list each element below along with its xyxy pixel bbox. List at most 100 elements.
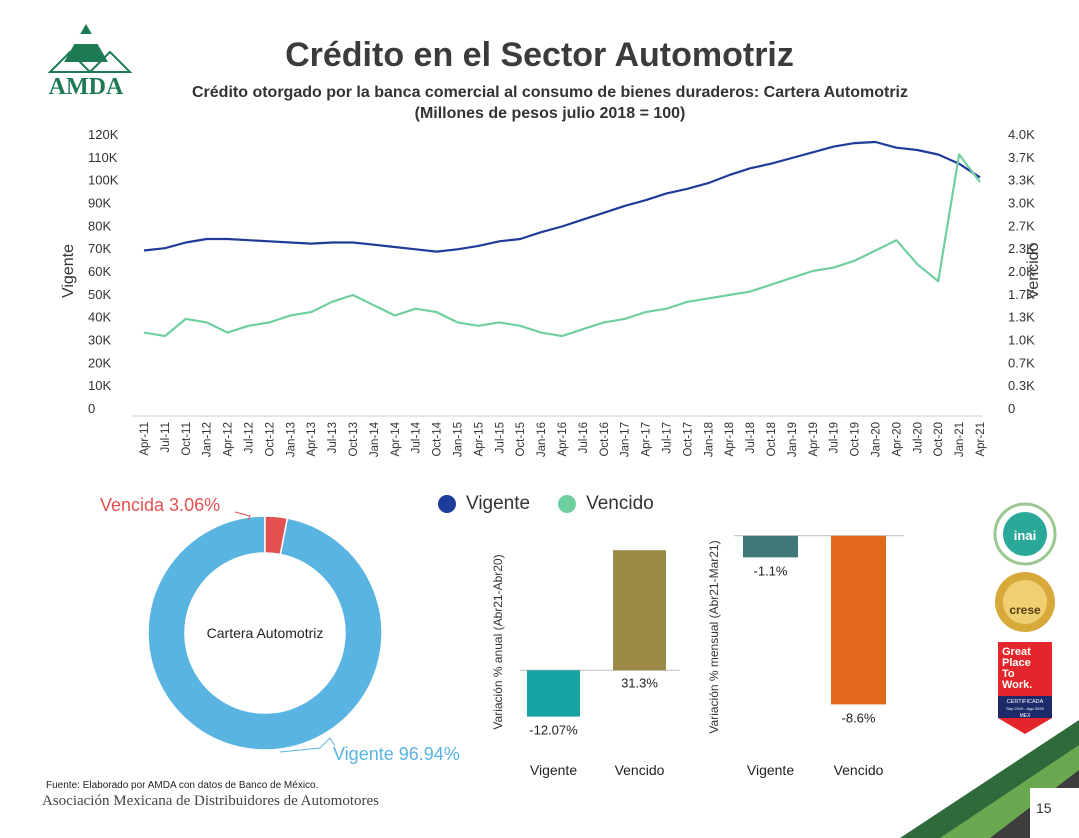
y-tick-label: 60K <box>88 264 111 279</box>
y2-tick-label: 2.3K <box>1008 241 1035 256</box>
y-tick-label: 70K <box>88 241 111 256</box>
series-line-vigente <box>143 140 981 253</box>
corner-decoration <box>900 720 1079 838</box>
y2-tick-label: 3.7K <box>1008 150 1035 165</box>
x-tick-label: Jul-16 <box>578 422 590 453</box>
donut-slice-vigente <box>147 515 383 751</box>
certification-badges: inai crese Great Place To Work. CERTIFIC… <box>993 502 1057 734</box>
source-note: Fuente: Elaborado por AMDA con datos de … <box>46 780 319 791</box>
x-tick-label: Jan-21 <box>954 422 966 457</box>
x-tick-label: Oct-16 <box>599 422 611 457</box>
y-axis-label: Vigente <box>60 244 77 298</box>
amda-logo: AMDA <box>47 24 132 100</box>
page-subtitle: Crédito otorgado por la banca comercial … <box>0 82 1079 124</box>
page-number: 15 <box>1036 800 1052 816</box>
bar-value-label: -1.1% <box>754 563 788 578</box>
inai-text: inai <box>1014 528 1036 543</box>
x-tick-label: Oct-12 <box>264 422 276 457</box>
gptw-cert: CERTIFICADA <box>1007 699 1044 705</box>
bar-value-label: -12.07% <box>529 723 578 738</box>
x-tick-label: Apr-19 <box>808 422 820 457</box>
y2-tick-label: 4.0K <box>1008 127 1035 142</box>
legend-vencido-dot <box>558 495 577 513</box>
y-axis-label: Variación % mensual (Abr21-Mar21) <box>707 540 721 733</box>
y2-tick-label: 0 <box>1008 401 1015 416</box>
category-label: Vencido <box>834 762 884 778</box>
x-tick-label: Jan-16 <box>536 422 548 457</box>
x-tick-label: Jan-18 <box>703 422 715 457</box>
legend-vigente-dot <box>438 495 456 513</box>
inai-badge: inai <box>993 502 1057 566</box>
credit-line-chart: 0 10K 20K 30K 40K 50K 60K 70K 80K 90K 100K 110K 120K… <box>60 127 1042 457</box>
y-tick-label: 40K <box>88 310 111 325</box>
x-tick-label: Jul-11 <box>160 422 172 452</box>
crese-text: crese <box>1009 603 1041 617</box>
x-tick-label: Jul-13 <box>327 422 339 453</box>
bar-vencido <box>831 535 886 705</box>
y-tick-label: 0 <box>88 401 95 416</box>
great-place-to-work-badge: Great Place To Work. CERTIFICADA Sep 201… <box>998 642 1052 734</box>
series-line-vencido <box>143 153 981 338</box>
x-tick-label: Jul-14 <box>411 421 423 453</box>
y2-axis-label: Vencido <box>1025 242 1042 299</box>
x-tick-label: Apr-16 <box>557 422 569 457</box>
monthly-variation-bar-chart: -1.1% Vigente -8.6% Vencido Variación % mens… <box>707 535 904 778</box>
y2-tick-label: 3.3K <box>1008 173 1035 188</box>
x-tick-label: Oct-18 <box>766 422 778 457</box>
y-tick-label: 80K <box>88 218 111 233</box>
x-tick-label: Oct-13 <box>348 422 360 457</box>
gptw-country: MEX <box>1020 713 1032 719</box>
y2-tick-label: 2.0K <box>1008 264 1035 279</box>
x-tick-label: Apr-15 <box>473 422 485 457</box>
x-tick-label: Apr-14 <box>390 421 402 456</box>
x-tick-label: Apr-17 <box>641 422 653 457</box>
gptw-line2: Place <box>1002 657 1031 669</box>
x-tick-label: Jan-15 <box>453 422 465 457</box>
bar-value-label: 31.3% <box>621 675 658 690</box>
y-tick-label: 10K <box>88 378 111 393</box>
y-tick-label: 50K <box>88 287 111 302</box>
y-tick-label: 90K <box>88 196 111 211</box>
y2-tick-label: 2.7K <box>1008 218 1035 233</box>
annual-variation-bar-chart: -12.07% Vigente 31.3% Vencido Variación % an… <box>491 550 680 778</box>
x-tick-label: Oct-15 <box>515 422 527 457</box>
x-tick-label: Apr-13 <box>306 422 318 457</box>
x-tick-label: Jul-20 <box>912 422 924 453</box>
page-title: Crédito en el Sector Automotriz <box>285 36 794 74</box>
y-tick-label: 100K <box>88 173 119 188</box>
x-tick-label: Jul-19 <box>829 422 841 453</box>
x-tick-label: Jul-15 <box>494 422 506 453</box>
x-tick-label: Jan-12 <box>202 422 214 457</box>
gptw-line3: To <box>1002 668 1015 680</box>
logo-text: AMDA <box>49 74 124 100</box>
y-tick-label: 110K <box>88 150 118 165</box>
donut-center-label: Cartera Automotriz <box>207 625 324 641</box>
bar-vigente <box>527 670 580 717</box>
x-tick-label: Oct-17 <box>682 422 694 457</box>
gptw-line4: Work. <box>1002 679 1032 691</box>
legend-vencido-label: Vencido <box>586 493 654 514</box>
vigente-leader-line <box>279 737 336 753</box>
x-tick-label: Jan-20 <box>871 422 883 457</box>
donut-label-vencida: Vencida 3.06% <box>100 495 220 515</box>
x-tick-label: Jan-14 <box>369 421 381 457</box>
donut-slice-vencida <box>264 515 289 556</box>
x-tick-label: Apr-18 <box>724 422 736 457</box>
subtitle-line2: (Millones de pesos julio 2018 = 100) <box>414 105 686 122</box>
bar-vigente <box>743 535 798 558</box>
y2-tick-label: 3.0K <box>1008 196 1035 211</box>
y-axis-label: Variación % anual (Abr21-Abr20) <box>491 554 505 729</box>
x-tick-label: Jan-13 <box>285 422 297 457</box>
gptw-line1: Great <box>1002 646 1031 658</box>
bar-vencido <box>613 550 666 671</box>
association-name: Asociación Mexicana de Distribuidores de… <box>42 793 380 809</box>
x-tick-label: Oct-20 <box>933 422 945 457</box>
y2-tick-label: 0.3K <box>1008 378 1035 393</box>
legend-vigente-label: Vigente <box>466 493 531 514</box>
x-tick-label: Jan-19 <box>787 422 799 457</box>
vencida-leader-line <box>234 511 251 521</box>
y-tick-label: 30K <box>88 333 111 348</box>
x-tick-label: Apr-11 <box>139 422 151 456</box>
crese-badge: crese <box>995 572 1055 632</box>
x-tick-label: Oct-14 <box>432 421 444 456</box>
